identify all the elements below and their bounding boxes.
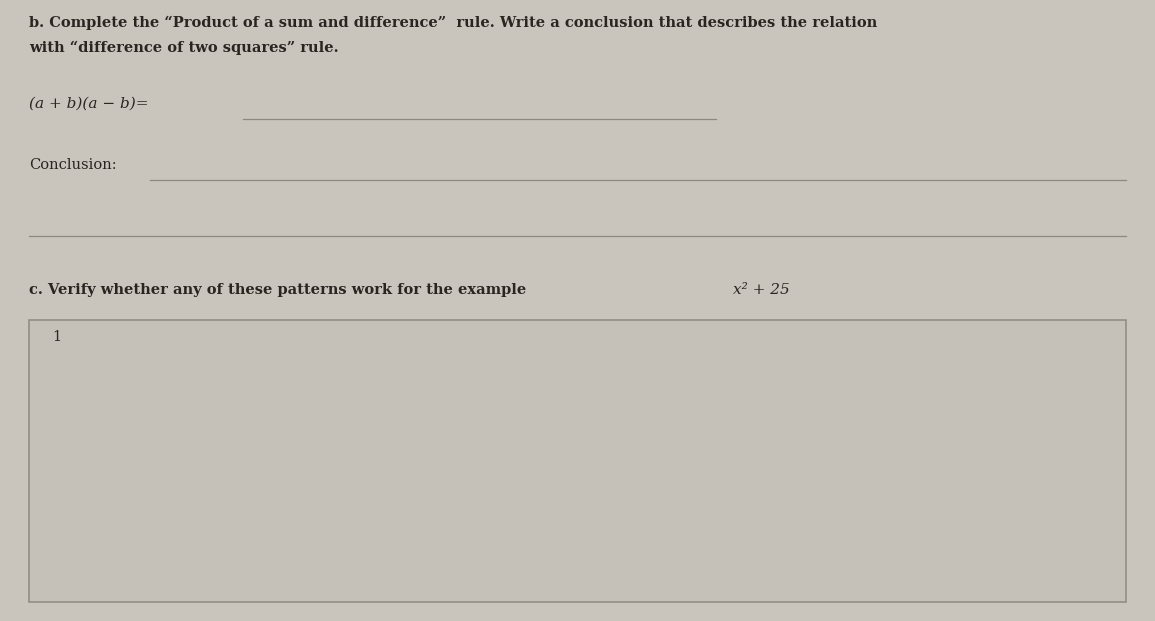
Text: 1: 1 bbox=[52, 330, 61, 345]
Text: Conclusion:: Conclusion: bbox=[29, 158, 117, 173]
Text: (a + b)(a − b)=: (a + b)(a − b)= bbox=[29, 96, 148, 111]
Text: x² + 25: x² + 25 bbox=[733, 283, 790, 297]
Text: with “difference of two squares” rule.: with “difference of two squares” rule. bbox=[29, 40, 338, 55]
Text: b. Complete the “Product of a sum and difference”  rule. Write a conclusion that: b. Complete the “Product of a sum and di… bbox=[29, 16, 877, 30]
Text: c. Verify whether any of these patterns work for the example: c. Verify whether any of these patterns … bbox=[29, 283, 527, 297]
FancyBboxPatch shape bbox=[29, 320, 1126, 602]
